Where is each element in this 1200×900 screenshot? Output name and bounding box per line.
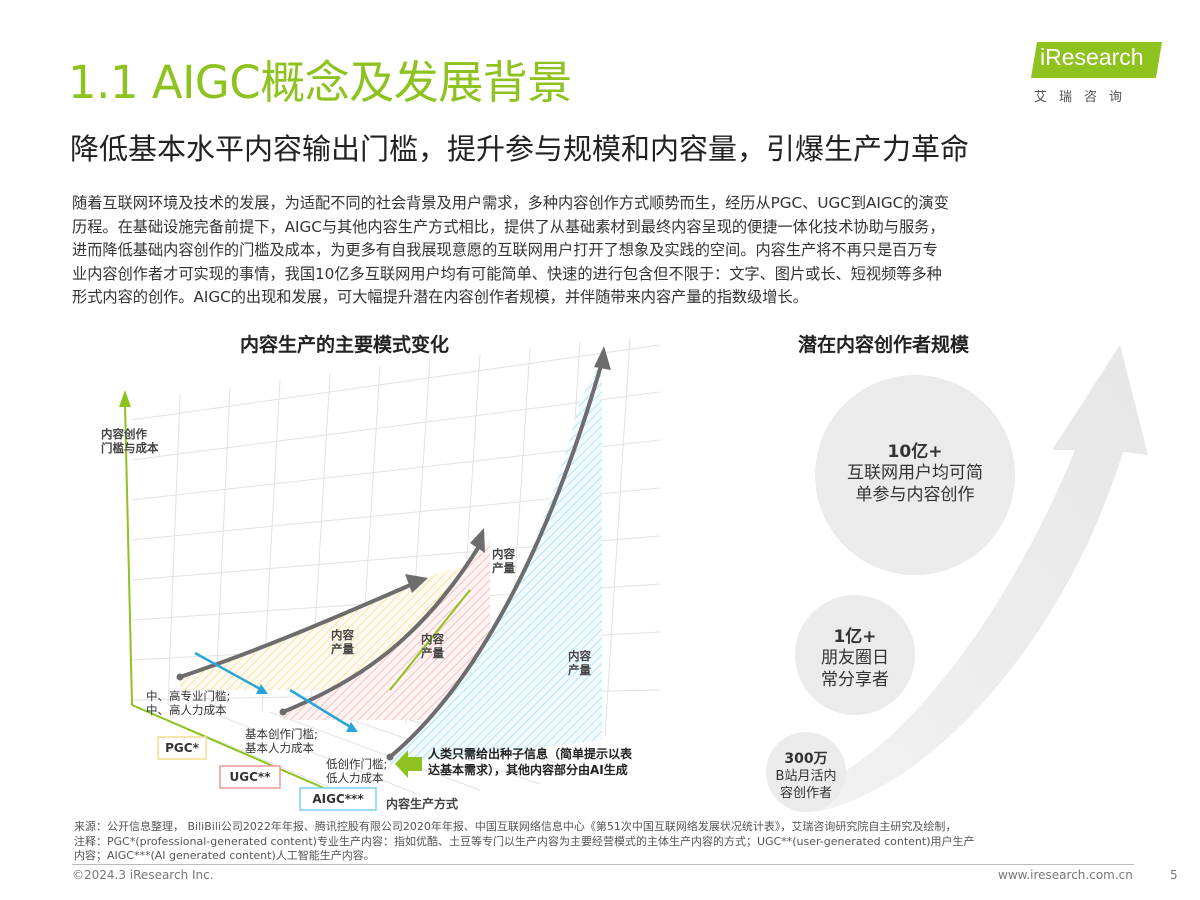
circle-desc: B站月活内 <box>775 769 837 784</box>
intro-line: 随着互联网环境及技术的发展，为适配不同的社会背景及用户需求，多种内容创作方式顺势… <box>72 194 949 212</box>
area-label-line: 产量 <box>421 646 444 660</box>
circle-value: 1亿+ <box>833 627 877 647</box>
tag-ugc-box <box>219 765 281 789</box>
footer-note: 内容；AIGC***(AI generated content)人工智能生产内容… <box>74 849 375 862</box>
footer-source: 来源：公开信息整理， BiliBili公司2022年年报、腾讯控股有限公司202… <box>74 820 957 833</box>
pgc-cost-label: 中、高专业门槛; 中、高人力成本 <box>146 689 230 717</box>
copyright: ©2024.3 iResearch Inc. <box>72 868 214 882</box>
footer-divider <box>72 864 1134 865</box>
aigc-area-label: 内容 产量 <box>568 649 591 677</box>
aigc-cost-label: 低创作门槛; 低人力成本 <box>326 757 387 785</box>
intro-line: 业内容创作者才可实现的事情，我国10亿多互联网用户均有可能简单、快速的进行包含但… <box>72 264 942 283</box>
ugc-area-label: 内容 产量 <box>421 632 444 660</box>
callout-arrow <box>395 750 422 778</box>
growth-arrows <box>178 360 604 759</box>
intro-paragraph: 随着互联网环境及技术的发展，为适配不同的社会背景及用户需求，多种内容创作方式顺势… <box>72 192 1134 310</box>
y-axis-label-line: 门槛与成本 <box>101 441 159 455</box>
ai-callout: 人类只需给出种子信息（简单提示以表 达基本需求），其他内容部分由AI生成 <box>428 746 632 778</box>
ugc-peak-label: 内容 产量 <box>492 547 515 575</box>
circle-desc: 朋友圈日 <box>821 648 889 668</box>
tag-aigc-box <box>299 787 377 811</box>
aigc-area <box>390 360 602 765</box>
footer-note: 注释：PGC*(professional-generated content)专… <box>74 834 975 848</box>
circle-300wan-text: 300万 B站月活内 容创作者 <box>766 748 846 802</box>
circle-10yi <box>815 375 1015 575</box>
circle-1yi <box>795 595 915 715</box>
y-axis-label-line: 内容创作 <box>101 427 147 441</box>
circle-value: 10亿+ <box>887 442 943 462</box>
logo-chinese-name: 艾瑞咨询 <box>1034 90 1135 105</box>
page-title: 1.1 AIGC概念及发展背景 <box>68 56 572 109</box>
y-axis-arrowhead <box>119 390 131 407</box>
growth-big-arrow <box>805 345 1148 812</box>
right-diagram-heading: 潜在内容创作者规模 <box>798 334 970 356</box>
left-diagram-heading: 内容生产的主要模式变化 <box>240 334 450 356</box>
pgc-area-label: 内容 产量 <box>331 628 354 656</box>
x-axis-label: 内容生产方式 <box>386 797 459 811</box>
circle-value: 300万 <box>784 751 828 767</box>
area-label-line: 内容 <box>421 632 444 646</box>
cost-label-line: 基本创作门槛; <box>245 727 318 741</box>
cost-label-line: 基本人力成本 <box>245 741 314 755</box>
cost-label-line: 低创作门槛; <box>326 757 388 771</box>
website-link[interactable]: www.iresearch.com.cn <box>998 868 1133 882</box>
page-number: 5 <box>1170 868 1178 882</box>
circle-1yi-text: 1亿+ 朋友圈日 常分享者 <box>795 622 915 691</box>
page-subtitle: 降低基本水平内容输出门槛，提升参与规模和内容量，引爆生产力革命 <box>70 132 970 166</box>
callout-line: 达基本需求），其他内容部分由AI生成 <box>428 763 628 777</box>
cost-label-line: 中、高专业门槛; <box>146 689 231 703</box>
tag-ugc: UGC** <box>229 770 271 784</box>
ugc-area <box>283 540 490 720</box>
cost-label-line: 中、高人力成本 <box>146 703 227 717</box>
tag-pgc: PGC* <box>165 741 199 755</box>
area-label-line: 内容 <box>331 628 354 642</box>
circle-desc: 单参与内容创作 <box>855 485 975 505</box>
intro-line: 进而降低基础内容创作的门槛及成本，为更多有自我展现意愿的互联网用户打开了想象及实… <box>72 241 938 259</box>
intro-line: 形式内容的创作。AIGC的出现和发展，可大幅提升潜在内容创作者规模，并伴随带来内… <box>72 288 808 306</box>
cost-label-line: 低人力成本 <box>326 771 384 785</box>
circle-300wan <box>766 732 846 812</box>
area-label-line: 产量 <box>492 561 515 575</box>
footer-notes: 来源：公开信息整理， BiliBili公司2022年年报、腾讯控股有限公司202… <box>74 820 1144 864</box>
area-label-line: 产量 <box>568 663 591 677</box>
circle-desc: 互联网用户均可简 <box>847 463 983 483</box>
circle-desc: 常分享者 <box>821 670 889 690</box>
area-label-line: 产量 <box>331 642 354 656</box>
circle-10yi-text: 10亿+ 互联网用户均可简 单参与内容创作 <box>815 437 1015 506</box>
growth-arrowheads <box>405 346 611 593</box>
intro-line: 历程。在基础设施完备前提下，AIGC与其他内容生产方式相比，提供了从基础素材到最… <box>72 217 945 236</box>
logo-text: iResearch <box>1040 44 1144 70</box>
tag-pgc-box <box>157 736 207 760</box>
arrow-start-dots <box>176 673 394 761</box>
area-label-line: 内容 <box>492 547 515 561</box>
tag-aigc: AIGC*** <box>312 792 364 806</box>
y-axis-label: 内容创作 门槛与成本 <box>101 427 159 455</box>
ugc-cost-label: 基本创作门槛; 基本人力成本 <box>245 727 318 755</box>
circle-desc: 容创作者 <box>779 786 832 801</box>
callout-line: 人类只需给出种子信息（简单提示以表 <box>428 747 633 761</box>
iresearch-logo <box>1031 42 1162 78</box>
cost-arrows <box>194 651 358 732</box>
area-label-line: 内容 <box>568 649 591 663</box>
